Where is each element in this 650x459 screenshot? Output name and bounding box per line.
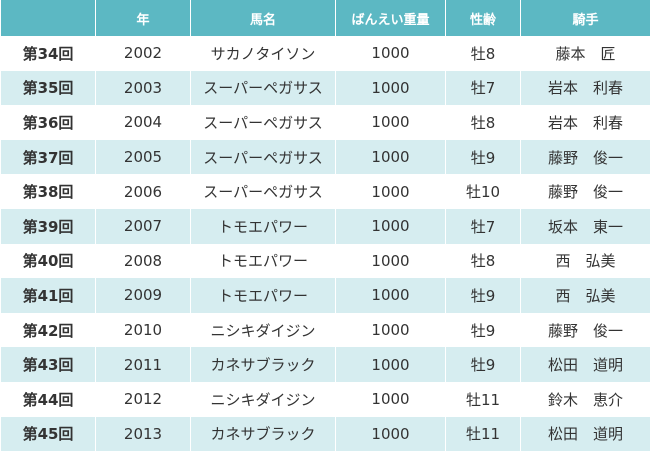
header-row: 年馬名 ばんえい重量 性齢 騎手 <box>0 0 650 36</box>
edition-cell: 第43回 <box>0 347 96 382</box>
edition-cell: 第39回 <box>0 208 96 244</box>
table-cell: カネサブラック <box>190 347 336 382</box>
table-cell: 1000 <box>335 174 446 209</box>
table-cell: 松田 道明 <box>520 416 650 452</box>
table-row: 第42回 2010 ニシキダイジン 1000 牡9 藤野 俊一 <box>0 312 650 348</box>
table-cell: 2005 <box>95 139 191 175</box>
table-cell: スーパーペガサス <box>190 139 336 175</box>
table-cell: 鈴木 恵介 <box>520 381 650 417</box>
table-cell: トモエパワー <box>190 208 336 244</box>
table-cell: 1000 <box>335 243 446 279</box>
table-cell: 松田 道明 <box>520 347 650 382</box>
table-cell: 西 弘美 <box>520 243 650 279</box>
edition-cell: 第35回 <box>0 70 96 106</box>
table-cell: 1000 <box>335 312 446 348</box>
table-cell: 牡9 <box>445 312 521 348</box>
table-cell: スーパーペガサス <box>190 105 336 140</box>
table-cell: 藤野 俊一 <box>520 139 650 175</box>
header-cell: ばんえい重量 <box>335 0 446 36</box>
table-cell: 1000 <box>335 347 446 382</box>
edition-cell: 第38回 <box>0 174 96 209</box>
header-cell: 馬名 <box>190 0 336 36</box>
table-cell: 2010 <box>95 312 191 348</box>
header-cell: 性齢 <box>445 0 521 36</box>
table-cell: 1000 <box>335 105 446 140</box>
table-cell: トモエパワー <box>190 278 336 313</box>
edition-cell: 第34回 <box>0 36 96 71</box>
table-row: 第43回 2011 カネサブラック 1000 牡9 松田 道明 <box>0 347 650 382</box>
table-cell: 牡7 <box>445 70 521 106</box>
table-cell: 牡10 <box>445 174 521 209</box>
table-cell: 牡11 <box>445 416 521 452</box>
header-cell <box>0 0 96 36</box>
table-cell: 牡9 <box>445 278 521 313</box>
table-row: 第39回 2007 トモエパワー 1000 牡7 坂本 東一 <box>0 208 650 244</box>
header-cell: 騎手 <box>520 0 650 36</box>
table-cell: 牡8 <box>445 105 521 140</box>
table-cell: 2012 <box>95 381 191 417</box>
table-row: 第35回 2003 スーパーペガサス 1000 牡7 岩本 利春 <box>0 70 650 106</box>
table-cell: 岩本 利春 <box>520 70 650 106</box>
header-cell: 年 <box>95 0 191 36</box>
table-cell: スーパーペガサス <box>190 174 336 209</box>
table-cell: 2004 <box>95 105 191 140</box>
edition-cell: 第37回 <box>0 139 96 175</box>
table-cell: 1000 <box>335 36 446 71</box>
table-cell: 坂本 東一 <box>520 208 650 244</box>
table-cell: 岩本 利春 <box>520 105 650 140</box>
table-cell: 牡7 <box>445 208 521 244</box>
table-cell: 1000 <box>335 278 446 313</box>
table-cell: 牡9 <box>445 139 521 175</box>
edition-cell: 第42回 <box>0 312 96 348</box>
table-cell: 牡9 <box>445 347 521 382</box>
table-row: 第37回 2005 スーパーペガサス 1000 牡9 藤野 俊一 <box>0 139 650 175</box>
edition-cell: 第41回 <box>0 278 96 313</box>
table-cell: 2013 <box>95 416 191 452</box>
table-cell: 2009 <box>95 278 191 313</box>
table-cell: 2007 <box>95 208 191 244</box>
table-row: 第34回 2002 サカノタイソン 1000 牡8 藤本 匠 <box>0 36 650 71</box>
table-row: 第45回 2013 カネサブラック 1000 牡11 松田 道明 <box>0 416 650 452</box>
table-cell: 牡11 <box>445 381 521 417</box>
table-cell: 2002 <box>95 36 191 71</box>
table-row: 第36回 2004 スーパーペガサス 1000 牡8 岩本 利春 <box>0 105 650 140</box>
table-cell: 藤野 俊一 <box>520 312 650 348</box>
table-cell: 牡8 <box>445 243 521 279</box>
table-cell: 2006 <box>95 174 191 209</box>
table-cell: 1000 <box>335 416 446 452</box>
table-cell: 2008 <box>95 243 191 279</box>
table-cell: 2003 <box>95 70 191 106</box>
edition-cell: 第40回 <box>0 243 96 279</box>
edition-cell: 第44回 <box>0 381 96 417</box>
edition-cell: 第45回 <box>0 416 96 452</box>
table-cell: ニシキダイジン <box>190 381 336 417</box>
table-cell: 1000 <box>335 139 446 175</box>
table-cell: 藤野 俊一 <box>520 174 650 209</box>
table-row: 第44回 2012 ニシキダイジン 1000 牡11 鈴木 恵介 <box>0 381 650 417</box>
table-cell: 1000 <box>335 70 446 106</box>
table-cell: 2011 <box>95 347 191 382</box>
table-row: 第38回 2006 スーパーペガサス 1000 牡10 藤野 俊一 <box>0 174 650 209</box>
table-row: 第41回 2009 トモエパワー 1000 牡9 西 弘美 <box>0 278 650 313</box>
table-cell: 1000 <box>335 208 446 244</box>
edition-cell: 第36回 <box>0 105 96 140</box>
table-cell: ニシキダイジン <box>190 312 336 348</box>
table-cell: 藤本 匠 <box>520 36 650 71</box>
table-cell: サカノタイソン <box>190 36 336 71</box>
table-cell: カネサブラック <box>190 416 336 452</box>
table-cell: トモエパワー <box>190 243 336 279</box>
table-cell: 西 弘美 <box>520 278 650 313</box>
table-cell: スーパーペガサス <box>190 70 336 106</box>
table-cell: 1000 <box>335 381 446 417</box>
table-body: 第34回 2002 サカノタイソン 1000 牡8 藤本 匠第35回 2003 スーパーペガサ… <box>0 36 650 452</box>
table-cell: 牡8 <box>445 36 521 71</box>
table-row: 第40回 2008 トモエパワー 1000 牡8 西 弘美 <box>0 243 650 279</box>
